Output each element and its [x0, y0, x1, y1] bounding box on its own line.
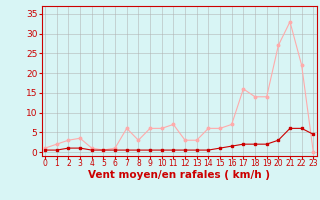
X-axis label: Vent moyen/en rafales ( km/h ): Vent moyen/en rafales ( km/h ): [88, 170, 270, 180]
